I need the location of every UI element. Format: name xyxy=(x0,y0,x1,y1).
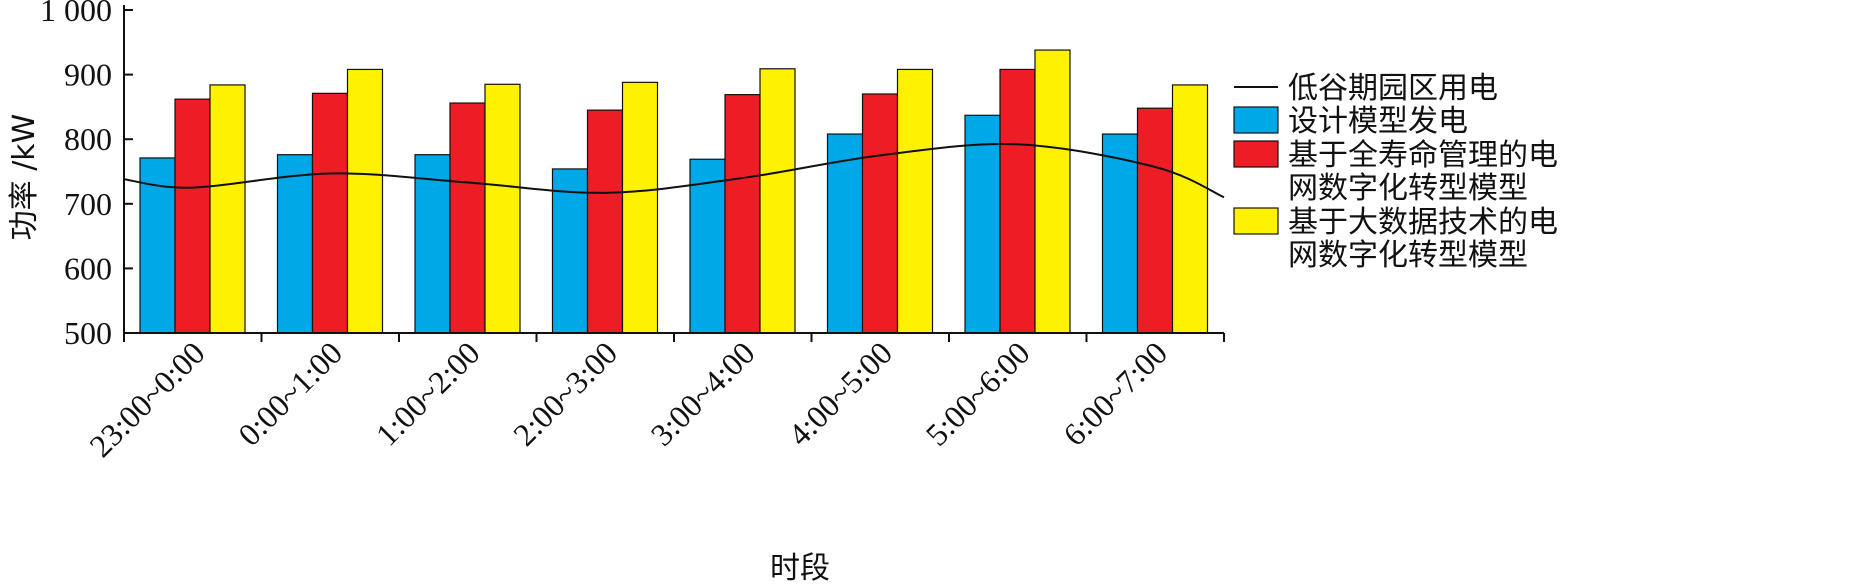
bar-s2-0 xyxy=(209,84,246,334)
bar-s2-3 xyxy=(621,81,659,334)
x-axis-label: 时段 xyxy=(770,551,830,586)
legend-swatch xyxy=(1233,140,1279,168)
bar-s0-4 xyxy=(689,158,726,334)
bar-s0-7 xyxy=(1101,133,1139,334)
bar-s2-2 xyxy=(484,83,521,334)
bar-s1-0 xyxy=(174,98,211,334)
bar-s1-1 xyxy=(311,92,349,334)
x-tick-label: 0:00~1:00 xyxy=(231,334,349,452)
legend-swatch xyxy=(1233,106,1279,134)
x-tick-label: 3:00~4:00 xyxy=(644,334,762,452)
bar-s2-5 xyxy=(896,68,934,334)
legend-label: 设计模型发电 xyxy=(1288,104,1468,139)
bar-group xyxy=(139,49,1209,334)
legend-label: 低谷期园区用电 xyxy=(1288,71,1498,106)
x-tick-label: 2:00~3:00 xyxy=(506,334,624,452)
bar-s0-1 xyxy=(276,154,314,334)
x-tick-label: 5:00~6:00 xyxy=(919,334,1037,452)
x-tick-label: 6:00~7:00 xyxy=(1056,334,1174,452)
line-series-path xyxy=(123,143,1225,199)
bar-s1-6 xyxy=(999,68,1036,334)
legend-label: 网数字化转型模型 xyxy=(1288,238,1528,273)
legend-label: 网数字化转型模型 xyxy=(1288,171,1528,206)
y-tick-label: 1 000 xyxy=(40,0,112,28)
y-tick-labels: 500 600 700 800 900 1 000 xyxy=(40,0,112,351)
bar-s1-4 xyxy=(724,94,761,334)
bar-s2-1 xyxy=(346,68,384,334)
x-tick-labels: 23:00~0:00 0:00~1:00 1:00~2:00 2:00~3:00 3:0… xyxy=(82,334,1174,463)
y-axis-label: 功率 /kW xyxy=(7,114,42,241)
bar-s0-3 xyxy=(551,168,589,334)
x-tick-label: 23:00~0:00 xyxy=(82,334,211,463)
legend-swatch xyxy=(1233,207,1279,235)
bar-s1-5 xyxy=(861,93,899,334)
bar-s1-2 xyxy=(449,102,486,334)
bar-s0-6 xyxy=(964,114,1001,334)
legend: 低谷期园区用电设计模型发电基于全寿命管理的电网数字化转型模型基于大数据技术的电网… xyxy=(1233,71,1558,273)
axes xyxy=(123,5,1225,342)
bar-s1-3 xyxy=(586,109,624,334)
y-tick-label: 600 xyxy=(64,250,112,286)
legend-label: 基于大数据技术的电 xyxy=(1288,205,1558,240)
bar-s2-7 xyxy=(1171,84,1209,334)
y-tick-label: 700 xyxy=(64,186,112,222)
bar-s2-4 xyxy=(759,68,796,334)
x-tick-label: 1:00~2:00 xyxy=(369,334,487,452)
x-tick-label: 4:00~5:00 xyxy=(781,334,899,452)
y-tick-label: 500 xyxy=(64,315,112,351)
bar-s0-5 xyxy=(826,133,864,334)
y-tick-label: 800 xyxy=(64,121,112,157)
bar-s1-7 xyxy=(1136,107,1174,334)
bar-s0-2 xyxy=(414,154,451,334)
legend-label: 基于全寿命管理的电 xyxy=(1288,138,1558,173)
line-series xyxy=(123,143,1225,199)
y-tick-label: 900 xyxy=(64,57,112,93)
bar-s2-6 xyxy=(1034,49,1071,334)
